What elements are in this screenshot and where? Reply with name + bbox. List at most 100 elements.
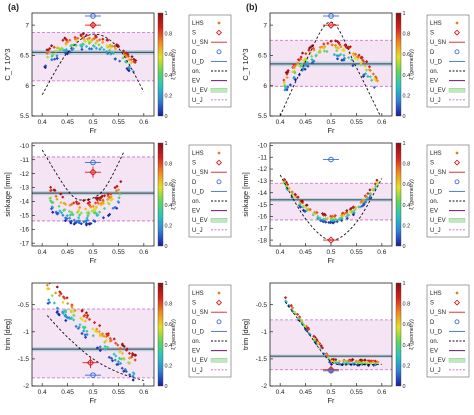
- lhs-point: [304, 328, 309, 333]
- lhs-point: [363, 64, 367, 68]
- lhs-point: [353, 207, 358, 211]
- legend-swatch: [453, 29, 461, 36]
- lhs-point: [335, 54, 339, 58]
- lhs-point: [107, 195, 111, 199]
- lhs-point: [63, 219, 68, 223]
- lhs-point: [322, 49, 327, 53]
- lhs-point: [125, 347, 129, 351]
- y-axis-label: trim [deg]: [241, 319, 250, 350]
- legend-entry: U_EV: [192, 88, 208, 94]
- legend-swatch: [448, 87, 466, 93]
- legend-entry: EV: [430, 349, 438, 355]
- lhs-point: [359, 55, 363, 59]
- lhs-point: [49, 185, 53, 189]
- lhs-point: [316, 341, 320, 345]
- lhs-point: [125, 66, 129, 71]
- lhs-point: [327, 357, 331, 361]
- d-point: [90, 372, 96, 378]
- lhs-point: [311, 212, 316, 216]
- lhs-point: [80, 43, 84, 47]
- lhs-point: [69, 44, 73, 48]
- lhs-point: [320, 45, 324, 49]
- lhs-point: [92, 321, 97, 325]
- lhs-point: [68, 38, 72, 42]
- lhs-point: [309, 54, 314, 58]
- lhs-point: [77, 208, 81, 212]
- x-tick-label: 0.55: [112, 389, 125, 396]
- lhs-point: [300, 62, 304, 66]
- lhs-point: [342, 53, 346, 57]
- lhs-point: [105, 38, 109, 42]
- lhs-point: [359, 201, 363, 205]
- lhs-point: [300, 201, 305, 205]
- lhs-point: [284, 70, 288, 75]
- x-tick-label: 0.45: [61, 119, 74, 126]
- lhs-point: [64, 37, 68, 42]
- lhs-point: [333, 214, 337, 218]
- lhs-point: [73, 37, 77, 41]
- lhs-point: [323, 212, 327, 216]
- lhs-point: [51, 52, 55, 57]
- lhs-point: [114, 341, 118, 345]
- lhs-point: [58, 48, 62, 52]
- colorbar-tick-label: 0.6: [403, 52, 411, 58]
- lhs-point: [65, 52, 70, 56]
- lhs-point: [71, 212, 75, 217]
- lhs-point: [91, 334, 95, 338]
- y-tick-label: -2: [261, 383, 267, 390]
- lhs-point: [90, 209, 94, 213]
- lhs-point: [339, 52, 343, 57]
- lhs-point: [290, 306, 294, 310]
- y-axis-label: sinkage [mm]: [3, 172, 12, 217]
- legend-entry: EV: [192, 209, 200, 215]
- lhs-point: [47, 298, 51, 302]
- lhs-point: [98, 38, 102, 42]
- lhs-point: [70, 202, 74, 206]
- lhs-point: [344, 210, 349, 215]
- legend-entry: U_SN: [430, 170, 446, 176]
- legend-entry: LHS: [430, 151, 442, 157]
- lhs-point: [92, 207, 96, 212]
- lhs-point: [87, 317, 92, 322]
- legend-entry: U_D: [192, 329, 205, 335]
- lhs-point: [353, 56, 357, 60]
- legend-swatch: [210, 358, 228, 363]
- chart-2: 0.4 0.45 0.5 0.55 0.6 5.5 6 6.5 7 Fr C_T 10^3 0 0.2 0…: [241, 11, 470, 135]
- lhs-point: [129, 58, 133, 62]
- legend-swatch: [453, 299, 461, 306]
- legend-entry: S: [430, 161, 434, 167]
- plot-area: [270, 174, 392, 241]
- lhs-point: [93, 201, 98, 205]
- legend-entry: S: [192, 31, 196, 37]
- colorbar-label: ξ (geometry): [171, 179, 177, 210]
- lhs-point: [373, 359, 377, 363]
- lhs-point: [359, 361, 363, 365]
- lhs-point: [372, 85, 376, 90]
- lhs-point: [374, 76, 379, 80]
- lhs-point: [305, 208, 309, 212]
- lhs-point: [305, 60, 309, 65]
- lhs-point: [375, 181, 379, 185]
- colorbar-tick-label: 0: [165, 384, 168, 390]
- legend-entry: on.: [430, 339, 439, 345]
- x-tick-label: 0.4: [276, 249, 285, 256]
- y-tick-label: -12: [20, 171, 30, 178]
- x-tick-label: 0.5: [88, 389, 97, 396]
- lhs-point: [62, 295, 66, 299]
- dashed-curve: [46, 315, 144, 382]
- y-tick-label: -15: [258, 202, 268, 209]
- lhs-point: [59, 211, 64, 215]
- lhs-point: [82, 326, 86, 330]
- lhs-point: [104, 50, 109, 54]
- colorbar-tick-label: 0.2: [165, 93, 173, 99]
- legend-entry: D: [192, 320, 197, 326]
- legend-swatch: [453, 159, 461, 166]
- lhs-point: [113, 358, 117, 362]
- colorbar-tick-label: 0.6: [165, 52, 173, 58]
- lhs-point: [80, 308, 84, 312]
- lhs-point: [103, 347, 108, 351]
- lhs-point: [294, 312, 298, 316]
- lhs-point: [72, 313, 76, 317]
- legend-swatch: [217, 291, 221, 295]
- lhs-point: [325, 216, 330, 220]
